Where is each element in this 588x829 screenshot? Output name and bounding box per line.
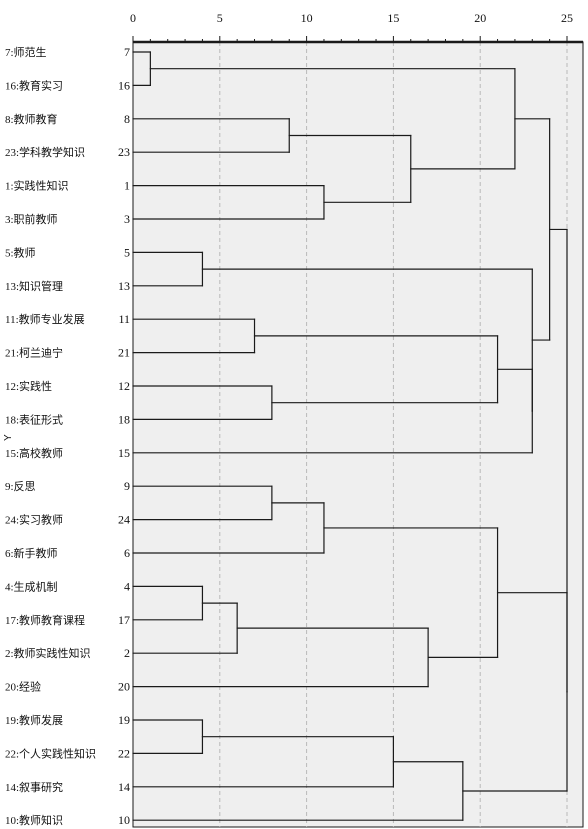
leaf-label: 2:教师实践性知识 [5, 646, 91, 660]
leaf-label: 23:学科教学知识 [5, 145, 85, 159]
leaf-label: 7:师范生 [5, 45, 47, 59]
leaf-label: 21:柯兰迪宁 [5, 346, 63, 360]
plot-area [132, 41, 584, 828]
leaf-label: 24:实习教师 [5, 513, 63, 527]
leaf-number: 16 [118, 78, 130, 92]
leaf-number: 14 [118, 780, 130, 794]
x-tick-label: 25 [561, 11, 573, 25]
leaf-number: 3 [124, 212, 130, 226]
leaf-label: 18:表征形式 [5, 412, 63, 426]
leaf-number: 4 [124, 579, 130, 593]
y-axis-title: Y [3, 434, 14, 441]
x-tick-label: 20 [474, 11, 486, 25]
leaf-label: 17:教师教育课程 [5, 613, 85, 627]
dendrogram-links [132, 51, 568, 821]
leaf-number: 21 [118, 346, 130, 360]
x-tick-label: 15 [387, 11, 399, 25]
leaf-number: 8 [124, 112, 130, 126]
leaf-label: 12:实践性 [5, 379, 52, 393]
leaf-number: 2 [124, 646, 130, 660]
leaf-number: 24 [118, 513, 130, 527]
leaf-number: 17 [118, 613, 130, 627]
leaf-number: 15 [118, 446, 130, 460]
leaf-label: 1:实践性知识 [5, 179, 69, 193]
leaf-number: 5 [124, 245, 130, 259]
x-axis: 0 5 10 15 20 25 [130, 11, 583, 44]
leaf-number: 19 [118, 713, 130, 727]
leaf-label: 4:生成机制 [5, 579, 58, 593]
x-tick-label: 0 [130, 11, 136, 25]
leaf-label: 3:职前教师 [5, 212, 58, 226]
leaf-number: 1 [124, 179, 130, 193]
leaf-number: 23 [118, 145, 130, 159]
leaf-label: 14:叙事研究 [5, 780, 63, 794]
leaf-label: 9:反思 [5, 480, 36, 493]
leaf-label: 6:新手教师 [5, 546, 58, 560]
leaf-number: 11 [118, 312, 130, 326]
x-tick-label: 10 [301, 11, 313, 25]
leaf-label: 5:教师 [5, 246, 36, 259]
leaf-label: 8:教师教育 [5, 112, 58, 126]
leaf-number: 6 [124, 546, 130, 560]
leaf-label: 10:教师知识 [5, 813, 63, 827]
leaf-number: 18 [118, 412, 130, 426]
leaf-number: 9 [124, 479, 130, 493]
leaf-label: 16:教育实习 [5, 78, 63, 92]
leaf-label: 15:高校教师 [5, 446, 63, 460]
leaf-label: 22:个人实践性知识 [5, 746, 96, 760]
leaf-number: 13 [118, 279, 130, 293]
leaf-label: 13:知识管理 [5, 279, 63, 293]
leaf-number: 10 [118, 813, 130, 827]
leaf-number: 22 [118, 746, 130, 760]
leaf-label: 20:经验 [5, 680, 41, 694]
leaf-labels: 7:师范生 716:教育实习 168:教师教育 823:学科教学知识 231:实践性知识… [5, 45, 130, 827]
leaf-number: 20 [118, 680, 130, 694]
leaf-label: 19:教师发展 [5, 713, 63, 727]
leaf-label: 11:教师专业发展 [5, 312, 85, 326]
leaf-number: 7 [124, 45, 130, 59]
x-tick-label: 5 [217, 11, 223, 25]
leaf-number: 12 [118, 379, 130, 393]
